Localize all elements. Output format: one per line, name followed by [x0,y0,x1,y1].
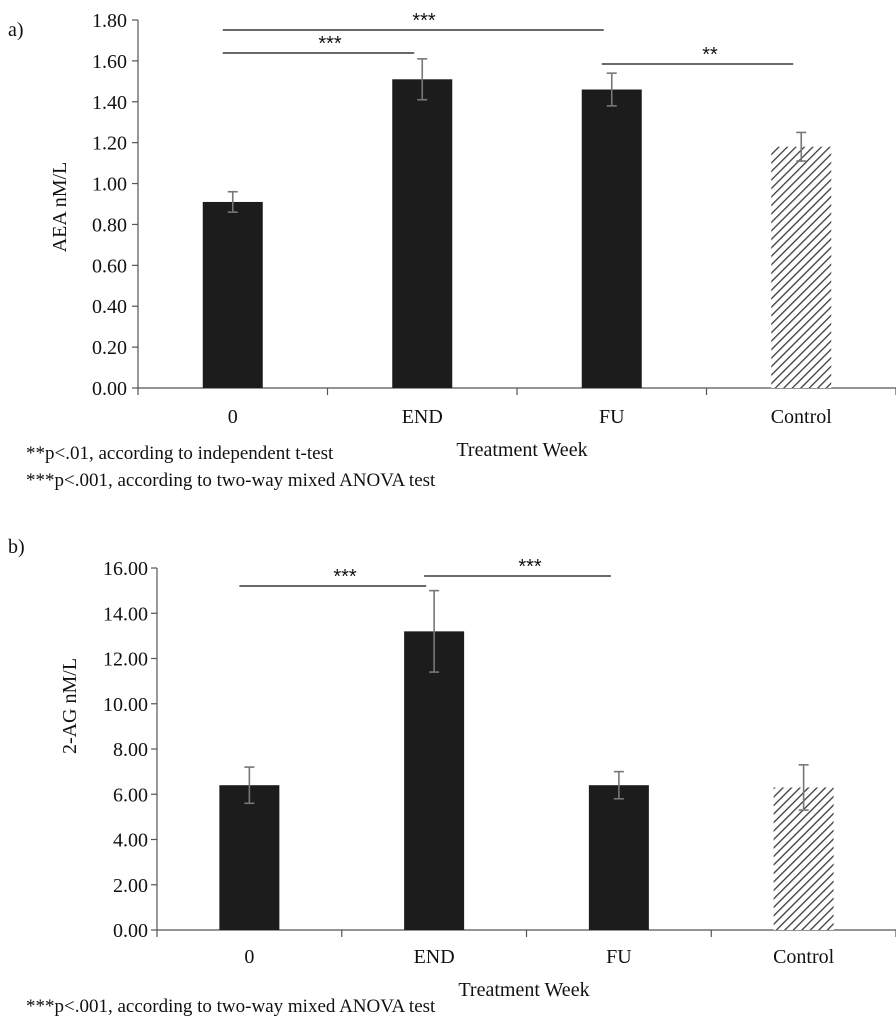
panel-b-significance-label: *** [518,556,542,578]
panel-b-bar-control [773,787,834,930]
panel-b-y-tick-label: 2.00 [113,875,148,897]
panel-b-y-tick-label: 6.00 [113,784,148,806]
panel-b-y-tick-label: 12.00 [103,649,148,671]
panel-a-x-tick-label: 0 [228,406,238,428]
panel-b-x-tick-label: FU [606,946,632,968]
panel-a-label: a) [8,19,24,41]
panel-a-y-tick-label: 0.40 [92,296,127,318]
panel-a-significance-label: ** [702,44,718,66]
panel-a-y-tick-label: 0.60 [92,255,127,277]
panel-b-x-tick-label: END [414,946,455,968]
panel-a-x-tick-label: FU [599,406,625,428]
panel-b: b) 2-AG nM/L Treatment Week 0.00 2.00 4.00… [8,536,896,1001]
panel-a-note-anova: ***p<.001, according to two-way mixed AN… [26,470,436,491]
panel-a-significance-label: *** [318,33,342,55]
panel-a-y-tick-label: 1.80 [92,10,127,32]
panel-b-x-tick-label: Control [773,946,835,968]
panel-a-bar-fu [581,89,642,388]
panel-a-x-axis-label: Treatment Week [456,439,587,461]
panel-b-y-axis-label: 2-AG nM/L [59,658,81,754]
panel-b-x-tick-label: 0 [244,946,254,968]
panel-b-y-tick-label: 0.00 [113,920,148,942]
panel-a: a) AEA nM/L Treatment Week 0.00 0.20 0.40 0… [8,10,896,461]
panel-b-note-anova: ***p<.001, according to two-way mixed AN… [26,996,436,1017]
panel-a-y-tick-label: 1.40 [92,92,127,114]
panel-a-y-tick-label: 1.20 [92,133,127,155]
panel-b-x-axis-label: Treatment Week [458,979,589,1001]
panel-a-x-tick-label: END [402,406,443,428]
panel-b-label: b) [8,536,25,558]
panel-b-bar-fu [588,785,649,930]
panel-b-significance-label: *** [333,566,357,588]
panel-a-y-tick-label: 1.60 [92,51,127,73]
panel-a-bar-control [771,146,832,388]
panel-b-bar-end [404,631,465,930]
panel-a-bar-end [392,79,453,389]
panel-a-y-axis-label: AEA nM/L [49,162,71,253]
panel-a-significance-label: *** [412,10,436,32]
panel-a-note-ttest: **p<.01, according to independent t-test [26,443,334,464]
panel-b-y-tick-label: 16.00 [103,558,148,580]
panel-a-x-tick-label: Control [771,406,833,428]
panel-a-bar-0 [202,201,263,388]
panel-a-y-tick-label: 0.80 [92,214,127,236]
panel-b-y-tick-label: 8.00 [113,739,148,761]
panel-a-y-tick-label: 1.00 [92,174,127,196]
panel-b-y-tick-label: 14.00 [103,603,148,625]
panel-a-y-tick-label: 0.00 [92,378,127,400]
panel-a-y-tick-label: 0.20 [92,337,127,359]
panel-b-y-tick-label: 10.00 [103,694,148,716]
panel-b-bar-0 [219,785,280,930]
panel-b-y-tick-label: 4.00 [113,830,148,852]
